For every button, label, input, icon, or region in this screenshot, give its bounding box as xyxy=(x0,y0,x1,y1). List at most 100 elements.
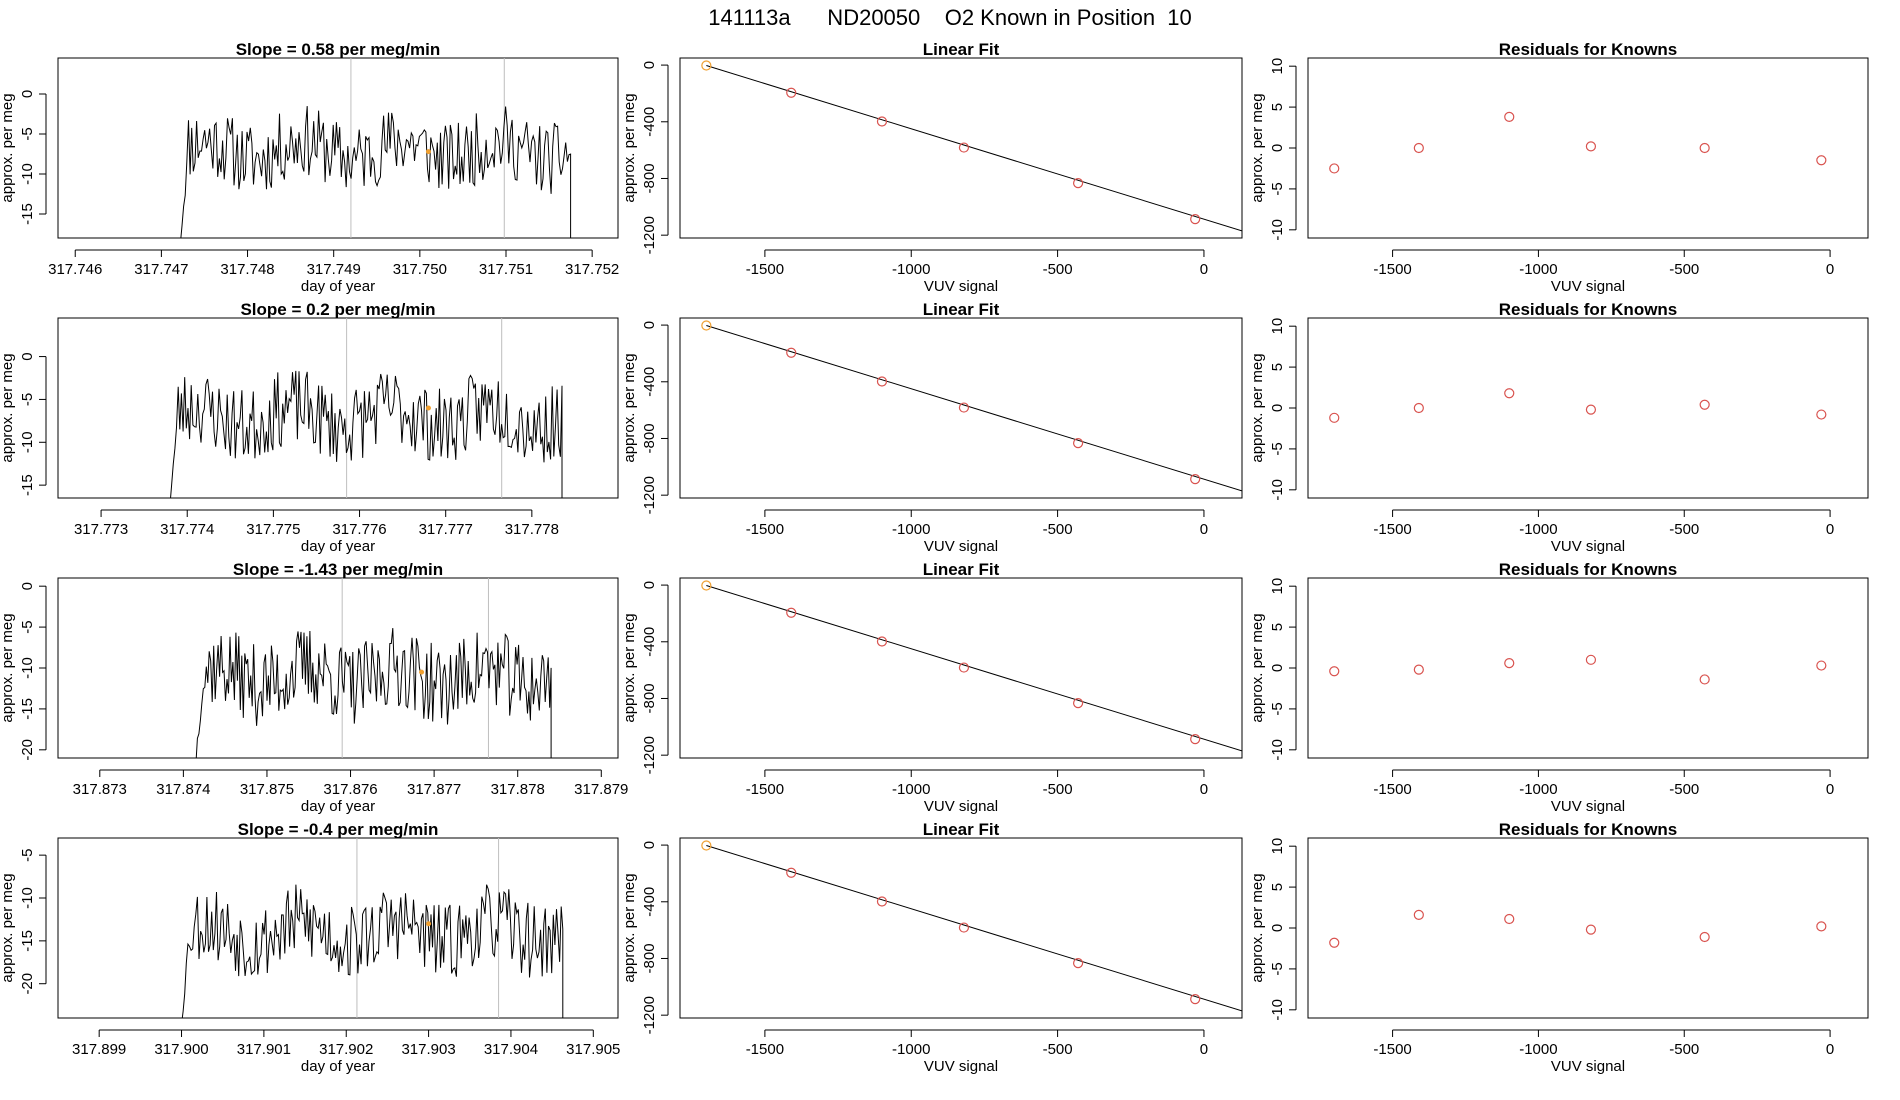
chart-panel-2: Linear Fit -1500 -1000 -500 0 VUV signal -1200… xyxy=(621,40,1243,295)
fit-line xyxy=(706,585,1242,752)
x-tick-label: 317.746 xyxy=(48,261,102,278)
plot-area xyxy=(82,58,572,238)
data-point xyxy=(1072,438,1084,449)
data-point xyxy=(786,867,797,878)
y-tick-label: -5 xyxy=(1269,702,1286,715)
x-tick-label: 0 xyxy=(1200,261,1208,278)
data-point xyxy=(1504,913,1515,925)
y-tick-label: 10 xyxy=(1269,578,1286,595)
y-tick-label: -5 xyxy=(1269,962,1286,975)
x-tick-label: -1500 xyxy=(746,781,784,798)
x-tick-label: 317.905 xyxy=(566,1041,620,1058)
plot-area xyxy=(701,580,1242,752)
data-point xyxy=(786,347,797,358)
y-tick-label: -10 xyxy=(19,431,36,453)
x-tick-label: -1000 xyxy=(892,1041,930,1058)
data-point xyxy=(1585,654,1597,665)
data-point xyxy=(1413,909,1424,921)
data-point xyxy=(1699,674,1710,685)
y-axis-label: approx. per meg xyxy=(621,873,638,982)
data-point xyxy=(1072,958,1084,969)
x-tick-label: -1000 xyxy=(1519,1041,1557,1058)
y-axis-label: approx. per meg xyxy=(1249,93,1266,202)
plot-area xyxy=(80,318,563,498)
data-point xyxy=(958,402,970,413)
plot-area xyxy=(85,578,552,758)
x-tick-label: 0 xyxy=(1200,1041,1208,1058)
x-tick-label: 317.748 xyxy=(220,261,274,278)
data-point xyxy=(1413,142,1424,154)
x-tick-label: -500 xyxy=(1669,781,1699,798)
plot-area xyxy=(1329,909,1827,948)
fit-line xyxy=(706,65,1242,232)
y-tick-label: -10 xyxy=(1269,219,1286,241)
y-tick-label: 0 xyxy=(1269,404,1286,412)
data-trace xyxy=(82,884,564,1018)
chart-panel-3: Residuals for Knowns -1500 -1000 -500 0 VUV s… xyxy=(1249,40,1869,295)
x-tick-label: 0 xyxy=(1826,521,1834,538)
plot-frame xyxy=(1307,57,1869,239)
x-tick-label: 317.752 xyxy=(565,261,619,278)
x-tick-label: 317.903 xyxy=(401,1041,455,1058)
x-tick-label: 0 xyxy=(1826,1041,1834,1058)
x-axis-label: VUV signal xyxy=(1551,538,1625,555)
data-trace xyxy=(80,370,563,498)
y-tick-label: -15 xyxy=(19,203,36,225)
data-point xyxy=(1816,409,1827,420)
y-tick-label: -5 xyxy=(19,620,36,633)
y-tick-label: 0 xyxy=(1269,924,1286,932)
x-axis-label: day of year xyxy=(301,798,375,815)
data-point xyxy=(1585,141,1597,152)
data-point xyxy=(1329,163,1340,174)
chart-panel-12: Residuals for Knowns -1500 -1000 -500 0 VUV s… xyxy=(1249,820,1869,1075)
plot-frame xyxy=(57,837,619,1019)
y-axis-label: approx. per meg xyxy=(1249,873,1266,982)
x-tick-label: 317.751 xyxy=(479,261,533,278)
x-tick-label: 317.773 xyxy=(74,521,128,538)
chart-panel-6: Residuals for Knowns -1500 -1000 -500 0 VUV s… xyxy=(1249,300,1869,555)
y-tick-label: -400 xyxy=(641,627,658,657)
y-tick-label: -20 xyxy=(19,973,36,995)
y-tick-label: 5 xyxy=(1269,363,1286,371)
plot-area xyxy=(701,840,1242,1012)
y-tick-label: 0 xyxy=(1269,144,1286,152)
data-point xyxy=(1329,666,1340,677)
x-tick-label: 317.879 xyxy=(574,781,628,798)
data-point xyxy=(1413,664,1424,675)
y-tick-label: 10 xyxy=(1269,58,1286,75)
y-tick-label: -1200 xyxy=(641,996,658,1034)
data-point xyxy=(1072,698,1084,709)
data-point xyxy=(1190,474,1201,485)
data-point xyxy=(1190,734,1201,745)
data-trace xyxy=(82,106,572,238)
x-tick-label: 317.750 xyxy=(393,261,447,278)
x-tick-label: -1500 xyxy=(746,261,784,278)
fit-line xyxy=(706,325,1242,492)
x-axis-label: day of year xyxy=(301,278,375,295)
x-tick-label: -1000 xyxy=(892,261,930,278)
y-tick-label: -5 xyxy=(19,393,36,406)
y-tick-label: 0 xyxy=(641,841,658,849)
chart-title: Linear Fit xyxy=(923,560,1000,579)
y-axis-label: approx. per meg xyxy=(1249,353,1266,462)
data-point xyxy=(1699,142,1710,154)
data-point xyxy=(1699,399,1710,410)
y-tick-label: -800 xyxy=(641,423,658,453)
plot-frame xyxy=(1307,837,1869,1019)
data-point xyxy=(1504,657,1515,669)
y-tick-label: -5 xyxy=(1269,182,1286,195)
x-tick-label: -500 xyxy=(1043,261,1073,278)
plot-frame xyxy=(1307,577,1869,759)
x-axis-label: VUV signal xyxy=(1551,798,1625,815)
x-tick-label: -1500 xyxy=(746,1041,784,1058)
plot-frame xyxy=(1307,317,1869,499)
highlight-point xyxy=(419,669,425,675)
x-tick-label: -500 xyxy=(1043,1041,1073,1058)
x-tick-label: 317.875 xyxy=(240,781,294,798)
x-tick-label: 317.899 xyxy=(72,1041,126,1058)
data-point xyxy=(1816,921,1827,932)
chart-title: Linear Fit xyxy=(923,40,1000,59)
data-point xyxy=(1504,111,1515,123)
y-axis-label: approx. per meg xyxy=(621,353,638,462)
